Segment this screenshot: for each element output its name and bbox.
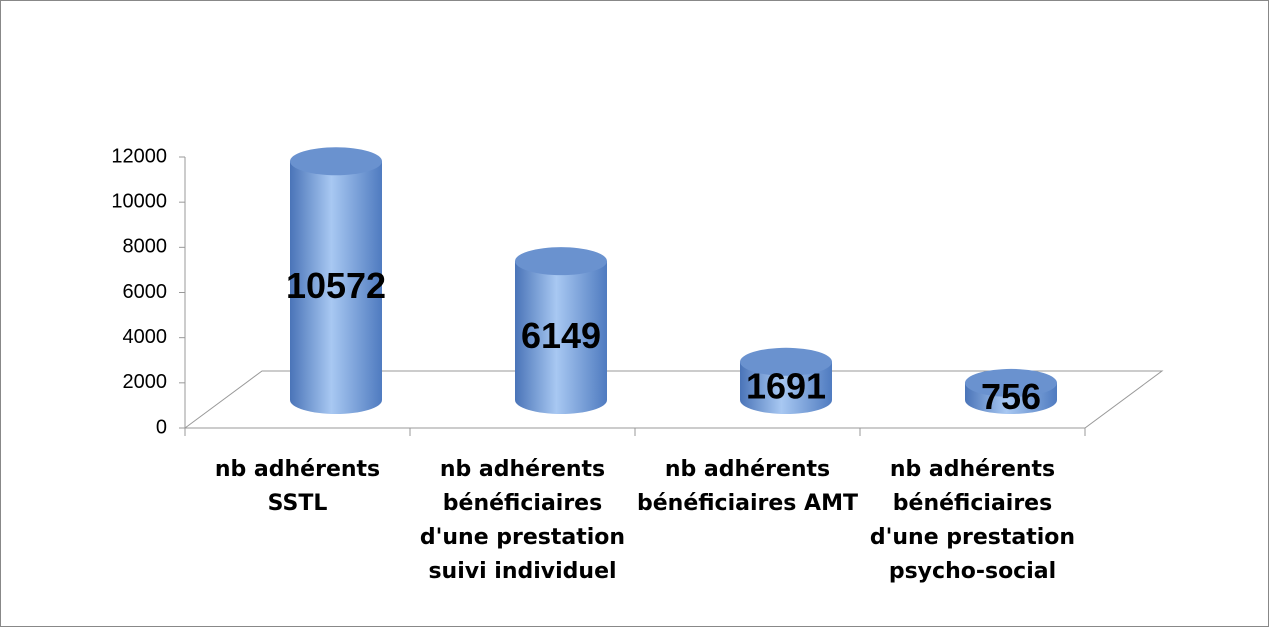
y-tick-label: 8000 <box>123 236 168 258</box>
y-tick-label: 2000 <box>123 371 168 393</box>
x-tick-label: nb adhérents bénéficiaires d'une prestat… <box>869 457 1076 584</box>
cylinder-body <box>515 261 607 414</box>
x-tick-label: nb adhérents bénéficiaires d'une prestat… <box>419 457 626 584</box>
y-tick-label: 6000 <box>123 281 168 303</box>
y-tick-label: 12000 <box>111 145 167 167</box>
data-label: 1691 <box>746 365 826 406</box>
y-tick-label: 10000 <box>111 190 167 212</box>
cylinder-top <box>740 347 832 376</box>
cylinder-top <box>515 247 607 276</box>
cylinder-top <box>290 147 382 176</box>
cylinder-body <box>740 361 832 414</box>
data-label: 10572 <box>286 265 386 306</box>
data-label: 6149 <box>521 315 601 356</box>
x-tick-label: nb adhérents bénéficiaires AMT <box>637 457 858 516</box>
cylinder-top <box>965 368 1057 397</box>
y-tick-label: 0 <box>156 416 167 438</box>
data-label: 756 <box>981 376 1041 417</box>
cylinder-body <box>290 161 382 414</box>
y-tick-label: 4000 <box>123 326 168 348</box>
x-tick-label: nb adhérents SSTL <box>214 457 381 516</box>
